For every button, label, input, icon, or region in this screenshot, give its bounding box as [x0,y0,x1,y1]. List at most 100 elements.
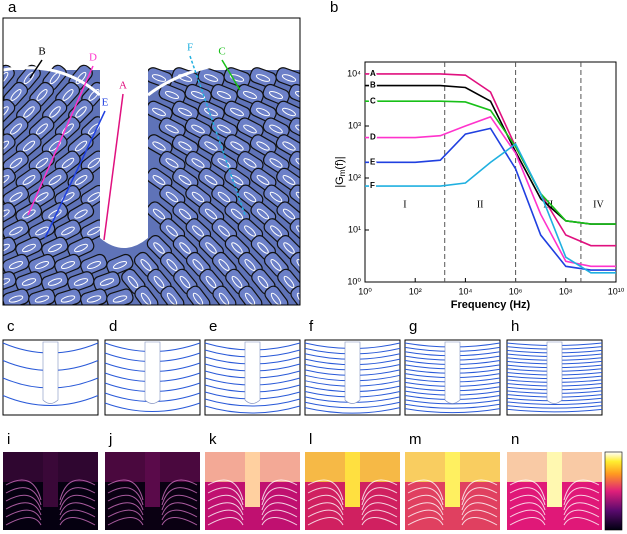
cell-body [41,271,69,292]
cell [3,236,17,259]
cell-body [275,67,300,88]
cell-body [290,285,300,305]
panel-label: a [8,0,17,16]
cell-body [249,100,277,123]
cell-outline [207,487,298,506]
cell-outline [307,502,398,516]
nucleus [35,192,49,202]
heat-panel [405,452,500,530]
annotation-arrow [221,59,241,91]
cell-outline [307,487,398,506]
cell [67,236,95,259]
cell-body [67,236,95,259]
cell [289,218,300,244]
annotation-arrow [44,110,106,239]
nucleus [283,242,295,254]
nucleus [203,74,219,82]
nucleus [48,209,62,219]
cell [262,117,290,140]
cell [15,271,43,292]
nucleus [178,107,192,117]
nucleus [256,208,270,220]
y-label-main: |G [334,176,346,187]
annotation-label: C [218,46,225,58]
panel-label: k [209,431,217,448]
cell [3,219,30,242]
nucleus [152,208,166,220]
nucleus [244,225,256,237]
annotation-label: E [102,97,109,109]
nucleus [191,124,205,134]
nucleus [282,208,296,220]
cell-body [3,271,17,292]
cell-outline [407,509,498,521]
nucleus [3,174,10,186]
annotation-arrow [189,55,246,216]
nucleus [269,158,283,168]
cell-outline [307,509,398,521]
nucleus [270,225,282,237]
cell-body [28,288,56,305]
colorbar [604,451,623,531]
cell-body [80,288,108,305]
nucleus [268,90,284,100]
cell [171,100,199,123]
cell [54,288,82,305]
panel-label: f [309,318,314,335]
nucleus [295,124,300,134]
heat-lumen [145,452,160,507]
nucleus [204,174,218,186]
series-line [365,142,616,274]
nucleus [295,191,300,203]
heat-panel [507,452,602,530]
cell-body [158,117,186,140]
cell [54,219,82,242]
heat-lumen [345,452,360,507]
cell [15,236,43,259]
cell-outline [509,517,600,526]
nucleus [165,124,179,134]
cell-outline [107,479,198,501]
nucleus [36,89,48,101]
nucleus [112,260,128,270]
nucleus [10,89,22,101]
nucleus [87,157,101,169]
cell [275,134,300,157]
x-tick-label: 10⁶ [509,286,523,296]
nucleus [140,259,152,271]
y-label-rest: (f)| [334,156,346,169]
heat-panel [305,452,400,530]
nucleus [269,124,283,134]
nucleus [242,90,258,100]
nucleus [88,89,100,101]
nucleus [9,226,23,236]
cell-outline [107,509,198,521]
x-tick-label: 10² [409,286,422,296]
cell [41,202,69,225]
heat-lumen [245,452,260,507]
nucleus [178,208,192,220]
cell-outline [307,479,398,501]
nucleus [9,157,23,169]
field-line [204,405,301,414]
nucleus [153,242,165,254]
nucleus [231,275,243,289]
nucleus [60,260,76,270]
cell [106,288,134,305]
cell [93,271,121,292]
field-panel [404,339,501,416]
cell [3,271,17,292]
annotation-arrow [29,59,43,79]
nucleus [164,90,180,100]
field-line [404,399,501,405]
nucleus [48,243,62,253]
cell-outline [207,509,298,521]
nucleus [87,192,101,202]
field-line [506,401,603,405]
nucleus [3,209,10,219]
cell [288,117,300,140]
field-line [204,398,301,407]
cell-outline [307,494,398,511]
cell-outline [207,494,298,511]
cell [3,99,16,125]
